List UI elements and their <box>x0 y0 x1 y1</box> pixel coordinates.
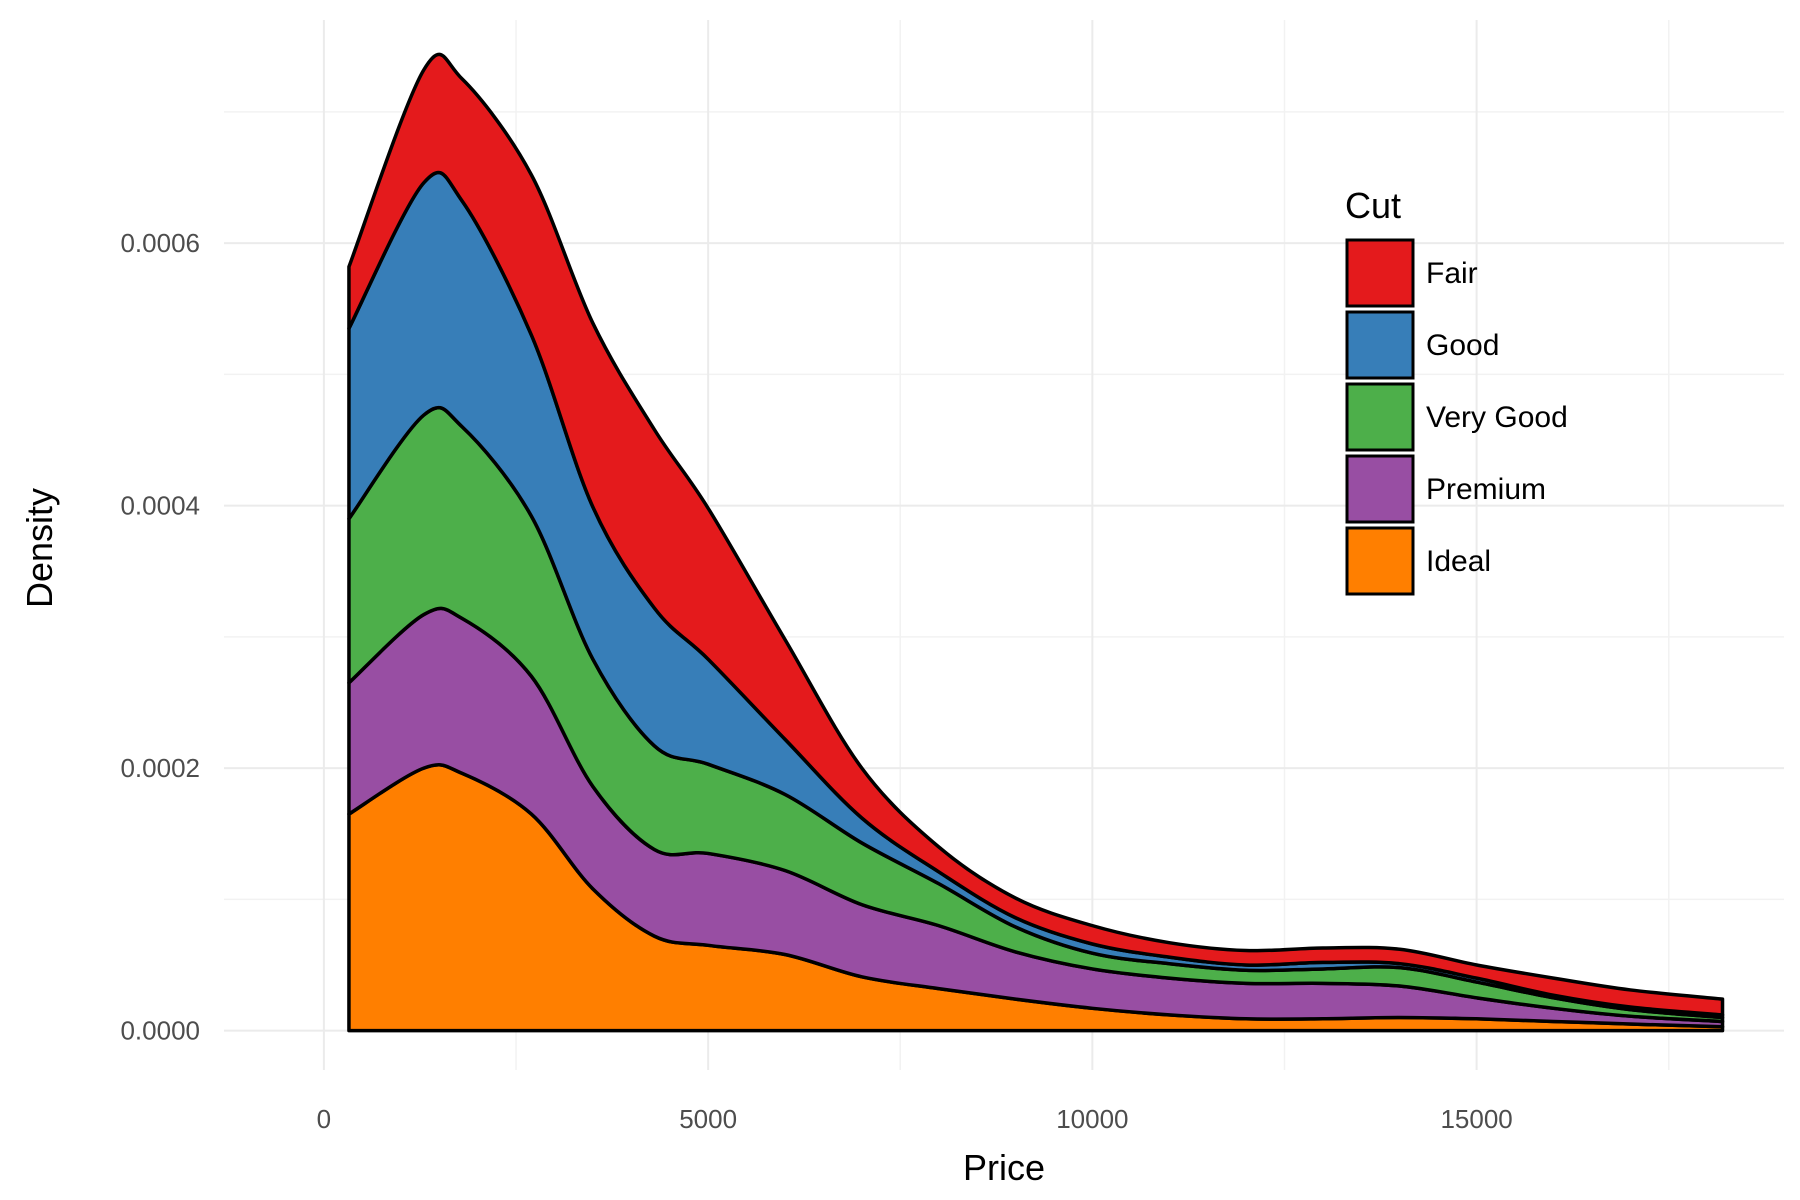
x-tick-label: 15000 <box>1440 1104 1512 1134</box>
legend-key-good <box>1345 310 1415 380</box>
legend-label: Fair <box>1426 257 1478 290</box>
y-tick-label: 0.0006 <box>120 228 200 258</box>
x-tick-label: 10000 <box>1056 1104 1128 1134</box>
legend-key-premium <box>1345 454 1415 524</box>
y-tick-label: 0.0002 <box>120 753 200 783</box>
x-axis-title: Price <box>963 1147 1045 1188</box>
y-axis-title: Density <box>19 488 60 608</box>
y-tick-label: 0.0004 <box>120 491 200 521</box>
x-axis-ticks: 0 5000 10000 15000 <box>317 1104 1513 1134</box>
legend-title: Cut <box>1345 185 1401 226</box>
legend: Cut Fair Good Very Good Premium Ideal <box>1345 185 1568 596</box>
legend-key-very-good <box>1345 382 1415 452</box>
legend-key-fair <box>1345 238 1415 308</box>
density-areas <box>347 52 1725 1033</box>
legend-label: Good <box>1426 329 1499 362</box>
y-axis-ticks: 0.0000 0.0002 0.0004 0.0006 <box>120 228 200 1046</box>
density-area-fair <box>347 52 1725 1017</box>
legend-key-ideal <box>1345 526 1415 596</box>
legend-label: Premium <box>1426 473 1546 506</box>
legend-label: Very Good <box>1426 401 1568 434</box>
x-tick-label: 0 <box>317 1104 331 1134</box>
x-tick-label: 5000 <box>679 1104 737 1134</box>
legend-label: Ideal <box>1426 545 1491 578</box>
y-tick-label: 0.0000 <box>120 1016 200 1046</box>
